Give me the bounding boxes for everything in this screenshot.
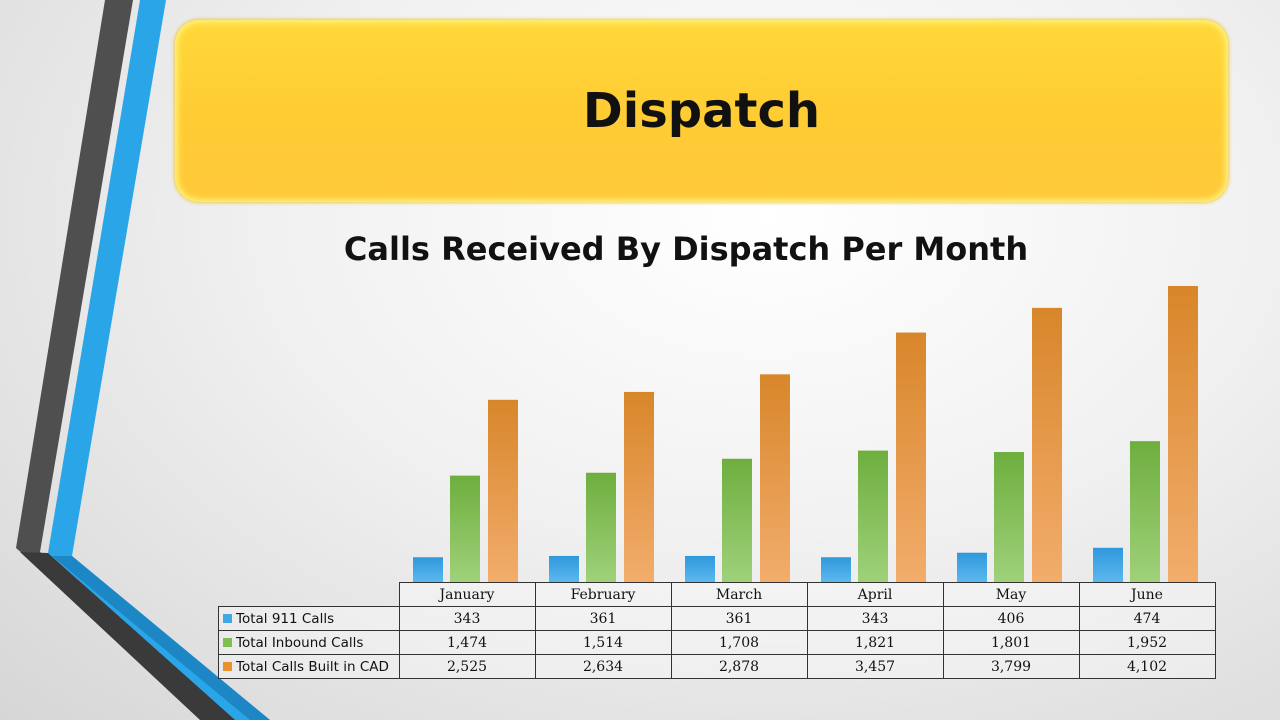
bar-911-calls [1093, 547, 1123, 582]
data-table: January February March April May June To… [218, 582, 1216, 679]
series-name: Total 911 Calls [236, 610, 335, 627]
month-header: June [1078, 582, 1216, 607]
series-name: Total Calls Built in CAD [236, 658, 389, 675]
table-cell: 2,634 [534, 654, 672, 679]
bar-inbound-calls [1130, 441, 1160, 582]
bar-cad-calls [488, 399, 518, 582]
table-cell: 474 [1078, 606, 1216, 631]
month-header: February [534, 582, 672, 607]
month-header: March [670, 582, 808, 607]
bar-inbound-calls [586, 472, 616, 582]
bar-911-calls [685, 555, 715, 582]
title-banner: Dispatch [175, 20, 1228, 202]
table-cell: 3,799 [942, 654, 1080, 679]
table-cell: 2,878 [670, 654, 808, 679]
bar-911-calls [413, 557, 443, 582]
month-header: May [942, 582, 1080, 607]
bar-inbound-calls [994, 452, 1024, 582]
bar-cad-calls [896, 332, 926, 582]
bar-911-calls [957, 552, 987, 582]
bar-inbound-calls [858, 450, 888, 582]
table-cell: 4,102 [1078, 654, 1216, 679]
table-cell: 1,952 [1078, 630, 1216, 655]
chart-title: Calls Received By Dispatch Per Month [343, 230, 1029, 268]
table-cell: 2,525 [398, 654, 536, 679]
slide-title: Dispatch [582, 83, 821, 139]
bar-inbound-calls [450, 475, 480, 582]
series-label: Total Inbound Calls [218, 630, 400, 655]
table-cell: 343 [806, 606, 944, 631]
series-label: Total 911 Calls [218, 606, 400, 631]
month-header: April [806, 582, 944, 607]
table-header-row: January February March April May June [219, 582, 1216, 607]
bar-cad-calls [624, 391, 654, 582]
legend-key-blue [223, 614, 232, 623]
bar-911-calls [821, 557, 851, 582]
table-cell: 3,457 [806, 654, 944, 679]
table-corner [219, 583, 400, 607]
bar-inbound-calls [722, 458, 752, 582]
table-cell: 1,801 [942, 630, 1080, 655]
table-row: Total Inbound Calls 1,474 1,514 1,708 1,… [218, 630, 1216, 655]
month-header: January [398, 582, 536, 607]
table-cell: 1,708 [670, 630, 808, 655]
series-label: Total Calls Built in CAD [218, 654, 400, 679]
bar-cad-calls [1032, 307, 1062, 582]
table-row: Total Calls Built in CAD 2,525 2,634 2,8… [218, 654, 1216, 679]
table-cell: 406 [942, 606, 1080, 631]
table-cell: 361 [670, 606, 808, 631]
table-row: Total 911 Calls 343 361 361 343 406 474 [218, 606, 1216, 631]
table-cell: 1,821 [806, 630, 944, 655]
bar-911-calls [549, 555, 579, 582]
bar-cad-calls [760, 374, 790, 582]
legend-key-orange [223, 662, 232, 671]
table-cell: 343 [398, 606, 536, 631]
table-cell: 361 [534, 606, 672, 631]
table-cell: 1,514 [534, 630, 672, 655]
table-cell: 1,474 [398, 630, 536, 655]
series-name: Total Inbound Calls [236, 634, 364, 651]
bar-cad-calls [1168, 286, 1198, 582]
legend-key-green [223, 638, 232, 647]
